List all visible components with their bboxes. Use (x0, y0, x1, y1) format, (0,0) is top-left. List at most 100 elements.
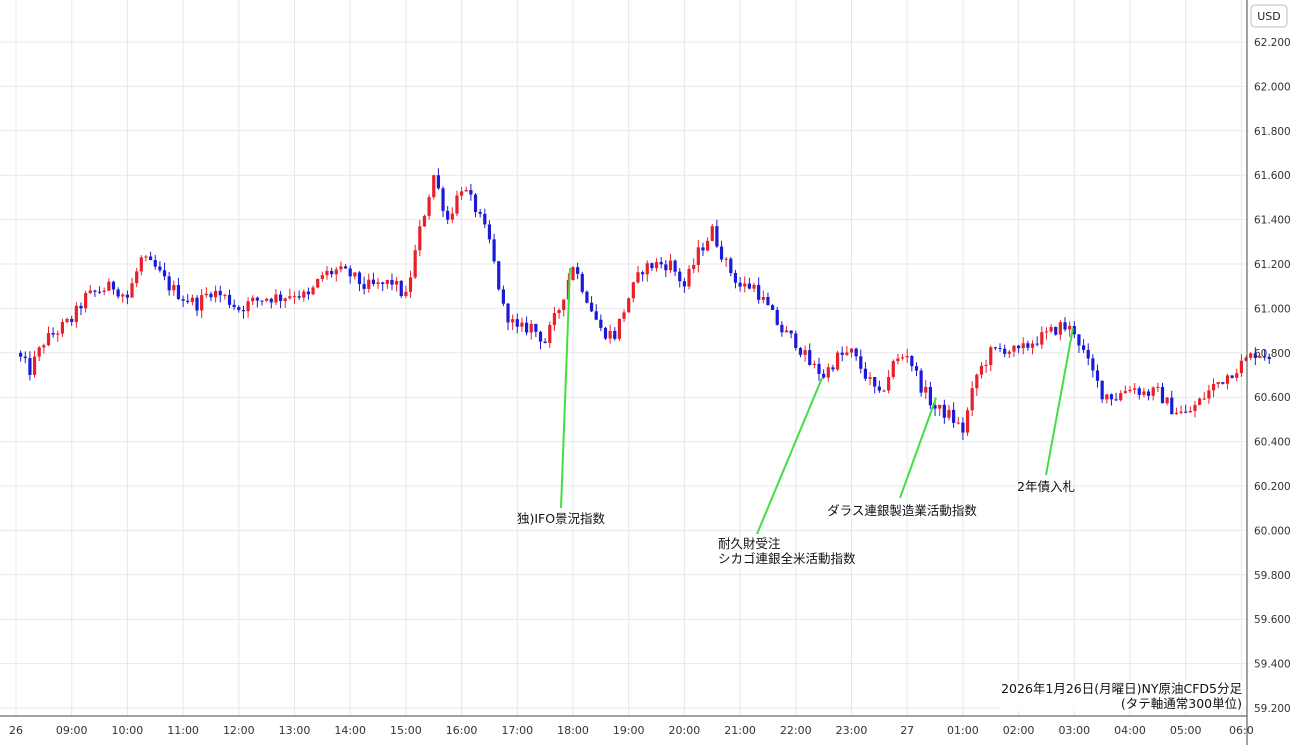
candle-body (1072, 325, 1076, 335)
candle (455, 190, 459, 217)
candle-body (65, 318, 69, 322)
candle (399, 279, 403, 298)
candle-body (353, 272, 357, 277)
candle-body (478, 212, 482, 214)
candle (1072, 321, 1076, 339)
x-tick-label: 20:00 (669, 724, 701, 737)
candle-body (780, 324, 784, 333)
candle (571, 265, 575, 281)
candle (246, 297, 250, 318)
candle-body (190, 297, 194, 303)
candle-body (367, 279, 371, 289)
candle (348, 265, 352, 284)
candle-body (1030, 343, 1035, 348)
candle (492, 233, 496, 264)
candle-body (826, 367, 830, 378)
candle (1160, 382, 1165, 404)
candle (32, 350, 37, 378)
candle (1225, 373, 1230, 390)
candle (376, 277, 380, 289)
candle (761, 290, 765, 304)
candle (1100, 380, 1104, 403)
candle-body (770, 305, 775, 310)
candle (70, 316, 74, 326)
candle (817, 357, 821, 381)
candle (794, 330, 798, 351)
candle (37, 345, 41, 362)
candle-body (418, 226, 422, 251)
candle-body (654, 262, 659, 269)
candle (446, 205, 450, 225)
candle (1253, 347, 1257, 366)
candle (729, 256, 733, 277)
candle-body (924, 386, 928, 393)
candle-body (580, 273, 584, 292)
candle (1095, 364, 1100, 388)
candle-body (200, 295, 204, 311)
candle-body (548, 324, 552, 343)
candle-body (650, 263, 654, 269)
x-tick-label: 05:00 (1170, 724, 1202, 737)
candle (979, 362, 984, 379)
candle (710, 224, 714, 242)
candle-body (589, 302, 594, 312)
candle (1193, 400, 1197, 418)
candle (743, 276, 747, 293)
candle-body (1044, 331, 1049, 333)
candle (654, 258, 659, 272)
candle (1244, 355, 1248, 362)
y-tick-label: 61.200 (1254, 259, 1291, 271)
candle (162, 262, 167, 281)
candle (1058, 319, 1062, 341)
candle-body (975, 374, 979, 389)
candle-body (1026, 343, 1030, 348)
candle-body (176, 285, 181, 300)
candle (139, 255, 143, 276)
candle (404, 285, 408, 299)
candle-body (998, 348, 1002, 350)
candle (733, 269, 738, 289)
candle (1221, 382, 1225, 385)
candle (306, 287, 311, 300)
candle (288, 288, 292, 301)
candle-body (752, 284, 756, 289)
candle-body (961, 422, 965, 433)
candle-body (149, 256, 153, 261)
y-tick-label: 62.200 (1254, 37, 1291, 49)
candle (599, 314, 603, 332)
candle-body (840, 352, 844, 355)
candle-body (803, 350, 807, 355)
candle (79, 302, 83, 316)
candle-body (376, 282, 380, 284)
candle-body (292, 296, 297, 298)
candle (631, 281, 635, 303)
candle (432, 174, 436, 200)
candle (255, 296, 259, 308)
candle (1086, 343, 1090, 366)
candle (896, 353, 900, 365)
candle-body (831, 367, 835, 370)
candle-body (497, 261, 501, 290)
candle-body (413, 250, 417, 278)
candle (302, 289, 306, 302)
candle (88, 285, 92, 294)
candle (696, 239, 700, 273)
candle-body (873, 377, 877, 387)
candle (613, 327, 617, 341)
candle (548, 321, 552, 348)
candle (1211, 378, 1216, 398)
candle-body (316, 278, 320, 288)
candle (706, 237, 710, 252)
candle-body (1091, 358, 1095, 371)
candle-body (139, 257, 143, 272)
candle-body (938, 404, 942, 409)
candle (181, 295, 185, 307)
candle (1054, 326, 1058, 336)
candle-body (116, 289, 120, 297)
candle (195, 295, 199, 317)
price-axis: 62.200 62.000 61.800 61.600 61.400 61.200 61.0… (1254, 37, 1291, 715)
x-tick-label: 22:00 (780, 724, 812, 737)
x-tick-label: 09:00 (56, 724, 88, 737)
candle-body (1095, 370, 1100, 381)
candle (965, 407, 970, 436)
